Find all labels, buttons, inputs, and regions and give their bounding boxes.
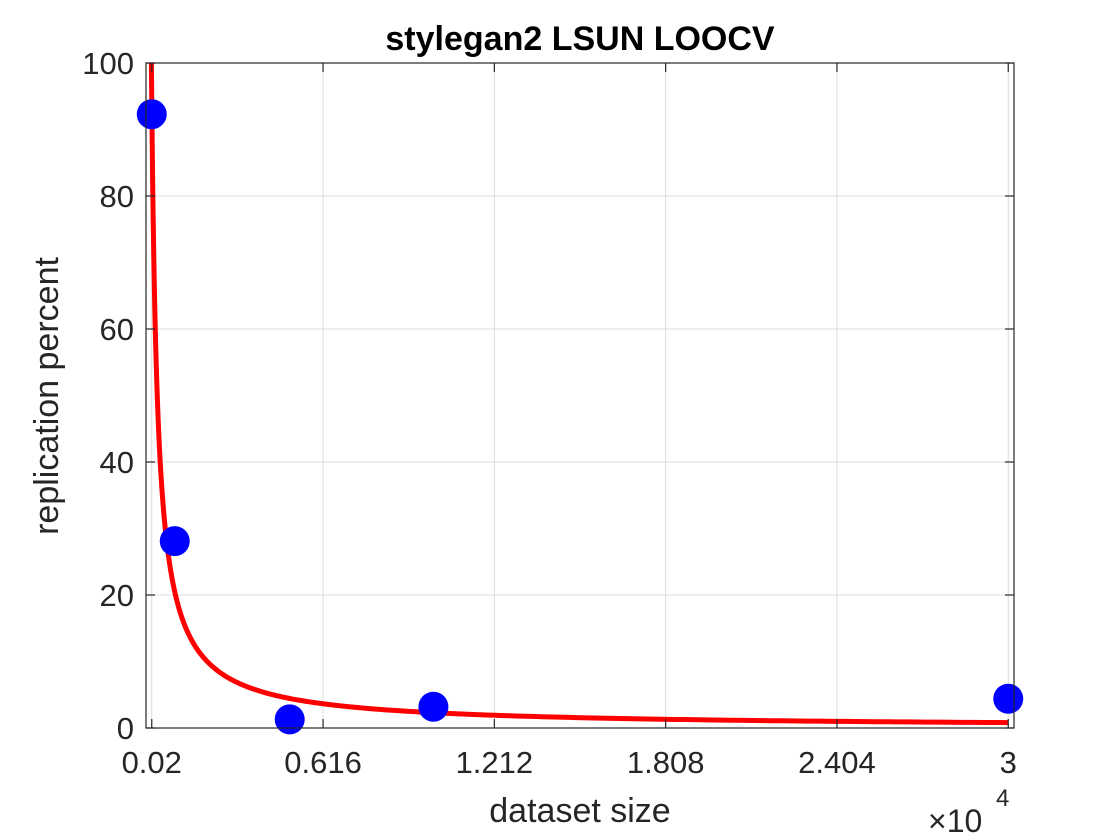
y-tick-label: 20 bbox=[100, 578, 134, 613]
data-points-layer bbox=[136, 99, 1024, 735]
y-tick-label: 0 bbox=[117, 711, 134, 746]
ticks bbox=[146, 62, 1014, 729]
x-tick-label: 2.404 bbox=[798, 745, 876, 780]
data-point bbox=[993, 683, 1024, 714]
x-tick-label: 1.212 bbox=[456, 745, 534, 780]
y-tick-label: 40 bbox=[100, 445, 134, 480]
plot-area bbox=[146, 63, 1014, 728]
grid bbox=[146, 62, 1014, 729]
data-point bbox=[136, 99, 167, 130]
x-exponent-base: ×10 bbox=[928, 803, 982, 839]
data-point bbox=[418, 691, 449, 722]
x-tick-label: 1.808 bbox=[627, 745, 705, 780]
x-tick-label: 0.02 bbox=[122, 745, 182, 780]
fit-curve-layer bbox=[148, 63, 1009, 726]
tick-labels: 0.02 0.616 1.212 1.808 2.404 3 0 20 40 60 80 100 bbox=[82, 46, 1017, 780]
y-tick-label: 100 bbox=[82, 46, 134, 81]
data-point bbox=[274, 704, 305, 735]
x-exponent-power: 4 bbox=[996, 785, 1009, 812]
y-tick-label: 60 bbox=[100, 312, 134, 347]
x-tick-label: 3 bbox=[1000, 745, 1017, 780]
axes-box bbox=[145, 62, 1015, 729]
y-tick-label: 80 bbox=[100, 179, 134, 214]
x-axis-label: dataset size bbox=[489, 792, 670, 830]
chart-title: stylegan2 LSUN LOOCV bbox=[385, 20, 775, 58]
data-point bbox=[159, 526, 190, 557]
fit-curve bbox=[148, 63, 1009, 726]
x-tick-label: 0.616 bbox=[284, 745, 362, 780]
y-axis-label: replication percent bbox=[28, 257, 66, 535]
